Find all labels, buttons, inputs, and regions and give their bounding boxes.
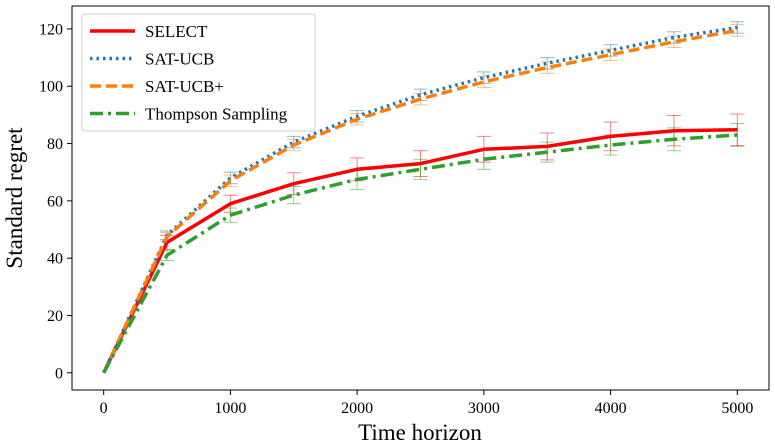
legend-item-select: SELECT [90, 22, 208, 41]
thompson-sampling-line [102, 133, 738, 374]
legend: SELECT SAT-UCB SAT-UCB+ Thompson Sampling [81, 13, 316, 132]
y-tick-label: 60 [47, 193, 63, 210]
x-axis-label: Time horizon [358, 420, 482, 445]
y-tick-label: 80 [47, 136, 63, 153]
x-tick-label: 2000 [341, 400, 373, 417]
x-tick-label: 4000 [595, 400, 627, 417]
y-axis-label: Standard regret [2, 127, 27, 269]
thompson-sampling-error-bar [730, 122, 745, 147]
sat-ucb-error-bar [730, 24, 745, 37]
series-lines [102, 25, 738, 374]
sat-ucb-line [102, 25, 738, 374]
select-line [102, 128, 738, 374]
y-tick-label: 100 [39, 79, 63, 96]
y-tick-label: 40 [47, 251, 63, 268]
x-tick-label: 0 [100, 400, 108, 417]
legend-label: Thompson Sampling [145, 105, 288, 124]
legend-label: SAT-UCB+ [145, 77, 224, 96]
y-tick-label: 0 [55, 365, 63, 382]
plot-area-frame [71, 5, 770, 391]
legend-label: SAT-UCB [145, 50, 214, 69]
legend-label: SELECT [145, 22, 208, 41]
legend-item-sat-ucb: SAT-UCB+ [90, 77, 224, 96]
x-tick-label: 3000 [468, 400, 500, 417]
y-tick-label: 120 [39, 21, 63, 38]
legend-box [81, 13, 316, 132]
axis-ticks: 0 1000 2000 3000 4000 5000 0 20 40 60 80 100 120 [39, 21, 753, 417]
x-tick-label: 1000 [214, 400, 246, 417]
x-tick-label: 5000 [721, 400, 753, 417]
legend-item-sat-ucb: SAT-UCB [90, 50, 214, 69]
legend-item-thompson-sampling: Thompson Sampling [90, 105, 288, 124]
y-tick-label: 20 [47, 308, 63, 325]
sat-ucb-line [102, 28, 738, 374]
